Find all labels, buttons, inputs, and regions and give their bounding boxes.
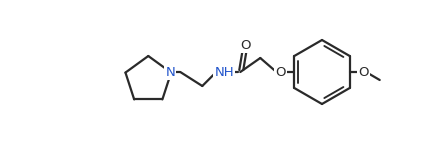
Text: O: O <box>359 66 369 78</box>
Text: N: N <box>165 66 175 78</box>
Text: NH: NH <box>214 66 234 78</box>
Text: O: O <box>275 66 285 78</box>
Text: O: O <box>240 38 250 52</box>
Text: N: N <box>165 66 175 78</box>
